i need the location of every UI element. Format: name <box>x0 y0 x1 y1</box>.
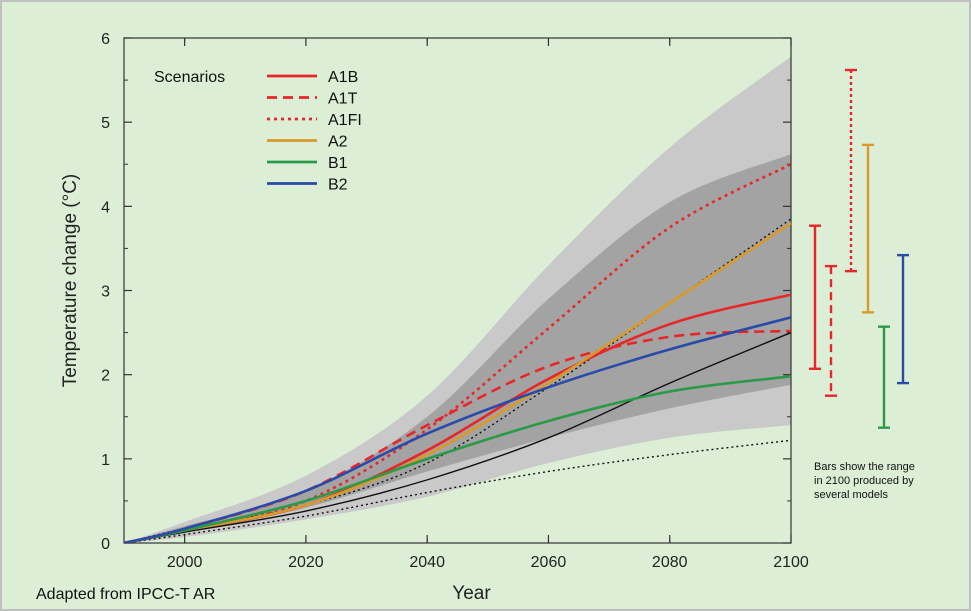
legend-label-b1: B1 <box>328 155 348 172</box>
uncertainty-band-inner <box>124 154 791 543</box>
range-bar-a2 <box>862 143 874 314</box>
legend-label-a1fi: A1FI <box>328 112 362 129</box>
range-bars <box>809 68 909 429</box>
range-bar-a1fi <box>845 68 857 273</box>
range-bar-b2 <box>897 253 909 385</box>
reference-line-1 <box>124 331 791 543</box>
x-tick-label: 2100 <box>773 554 809 571</box>
legend-label-b2: B2 <box>328 177 348 194</box>
uncertainty-bands <box>124 56 791 543</box>
x-tick-label: 2060 <box>531 554 567 571</box>
range-note-line: several models <box>814 489 888 501</box>
y-axis-title: Temperature change (°C) <box>60 174 81 388</box>
range-note-line: Bars show the range <box>814 461 915 473</box>
legend-label-a2: A2 <box>328 134 348 151</box>
range-note-line: in 2100 produced by <box>814 475 914 487</box>
range-bar-a1t <box>825 264 837 397</box>
series-lines <box>124 163 791 543</box>
x-tick-label: 2020 <box>288 554 324 571</box>
y-tick-label: 1 <box>101 452 110 469</box>
source-credit: Adapted from IPCC-T AR <box>36 586 215 603</box>
x-tick-label: 2040 <box>409 554 445 571</box>
x-tick-label: 2000 <box>167 554 203 571</box>
x-tick-label: 2080 <box>652 554 688 571</box>
axis-labels: 0 1 2 3 4 5 6 2000 2020 2040 2060 2080 2100 Year Tempe… <box>36 31 915 604</box>
axis-ticks <box>124 37 792 544</box>
x-axis-title: Year <box>452 583 491 604</box>
y-tick-label: 3 <box>101 284 110 301</box>
series-line-b2 <box>124 316 791 543</box>
y-tick-label: 5 <box>101 115 110 132</box>
legend-title: Scenarios <box>154 69 225 86</box>
series-line-b1 <box>124 375 791 543</box>
range-bar-b1 <box>878 325 890 429</box>
legend-label-a1t: A1T <box>328 91 358 108</box>
reference-line-3 <box>124 439 791 543</box>
range-bar-a1b <box>809 224 821 370</box>
y-tick-label: 2 <box>101 368 110 385</box>
y-tick-label: 0 <box>101 536 110 553</box>
y-tick-label: 6 <box>101 31 110 48</box>
legend-label-a1b: A1B <box>328 69 358 86</box>
y-tick-label: 4 <box>101 199 110 216</box>
legend: Scenarios A1B A1T A1FI A2 B1 B2 <box>154 69 362 194</box>
uncertainty-band-outer <box>124 56 791 543</box>
